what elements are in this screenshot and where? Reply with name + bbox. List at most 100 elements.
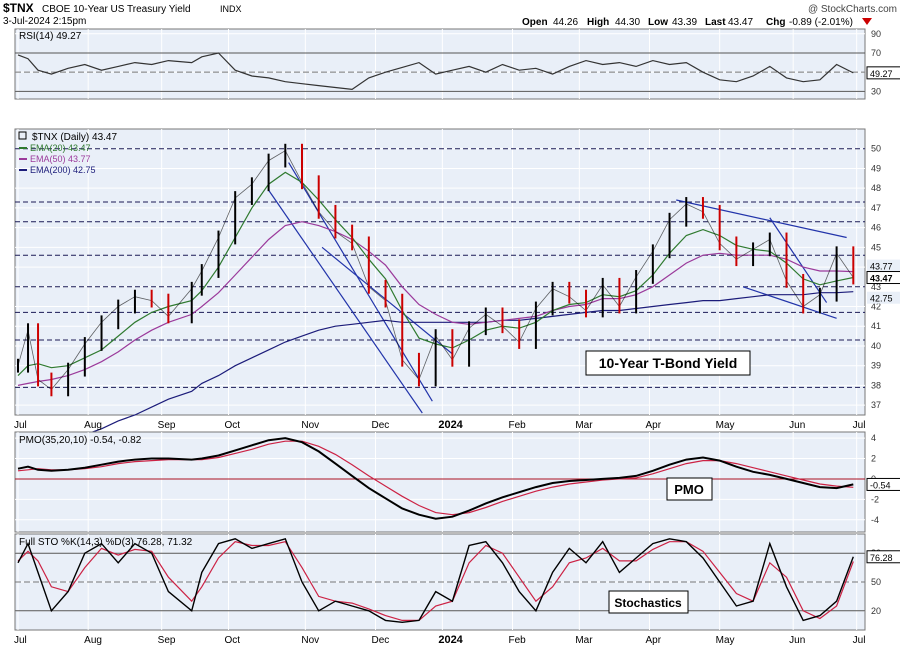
price-ytick: 41 — [871, 321, 881, 331]
trendline — [321, 246, 453, 355]
x-axis-label: Aug — [84, 420, 102, 431]
price-legend: $TNX (Daily) 43.47 EMA(20) 43.47 EMA(50)… — [18, 131, 117, 175]
pmo-ytick: -2 — [871, 494, 879, 504]
price-right-label: 43.47 — [870, 274, 893, 284]
sto-signal-line — [17, 541, 854, 621]
x-axis-label: Mar — [575, 635, 593, 646]
sto-label: Full STO %K(14,3) %D(3) 76.28, 71.32 — [19, 537, 193, 548]
legend-ema20: EMA(20) 43.47 — [30, 143, 91, 153]
x-axis-label: Jun — [789, 420, 805, 431]
legend-ema50: EMA(50) 43.77 — [30, 154, 91, 164]
rsi-last-value: 49.27 — [870, 69, 893, 79]
sto-panel: 80502076.28 Full STO %K(14,3) %D(3) 76.2… — [14, 533, 900, 631]
x-axis-label: Aug — [84, 635, 102, 646]
pmo-signal-line — [17, 440, 854, 516]
ema20-line — [17, 171, 854, 377]
pmo-ytick: 2 — [871, 454, 876, 464]
x-axis-label: Dec — [372, 635, 390, 646]
price-ytick: 37 — [871, 400, 881, 410]
watermark: @ StockCharts.com — [808, 4, 897, 15]
rsi-label: RSI(14) 49.27 — [19, 31, 82, 42]
symbol: $TNX — [3, 1, 34, 15]
pmo-panel: 420-2-4-0.54 PMO(35,20,10) -0.54, -0.82 … — [14, 431, 900, 533]
open-label: Open — [522, 17, 548, 28]
sto-main-line — [17, 537, 854, 624]
price-right-label: 43.77 — [870, 262, 893, 272]
price-ytick: 47 — [871, 203, 881, 213]
chg-label: Chg — [766, 17, 785, 28]
price-ytick: 39 — [871, 361, 881, 371]
x-axis-label: Feb — [509, 635, 527, 646]
price-ytick: 46 — [871, 223, 881, 233]
ema200-line — [17, 291, 854, 461]
chg-value: -0.89 (-2.01%) — [789, 17, 853, 28]
price-ytick: 43 — [871, 282, 881, 292]
sto-ytick: 20 — [871, 606, 881, 616]
rsi-last-tag — [866, 66, 900, 80]
last-label: Last — [705, 17, 726, 28]
x-axis-label: Jun — [789, 635, 805, 646]
x-axis-label: Jul — [853, 420, 866, 431]
legend-price-swatch — [18, 131, 27, 140]
price-ytick: 48 — [871, 183, 881, 193]
trendline — [268, 189, 423, 414]
sto-last-tag — [866, 550, 900, 564]
x-axis-label: Apr — [646, 635, 662, 646]
chart-header: $TNX CBOE 10-Year US Treasury Yield INDX… — [3, 1, 897, 28]
sto-last-value: 76.28 — [870, 553, 893, 563]
high-label: High — [587, 17, 609, 28]
trendline — [288, 162, 433, 402]
price-right-tag — [866, 271, 900, 285]
price-ytick: 50 — [871, 144, 881, 154]
legend-ema200: EMA(200) 42.75 — [30, 165, 96, 175]
low-value: 43.39 — [672, 17, 697, 28]
x-axis-label: Jul — [14, 635, 27, 646]
price-ytick: 40 — [871, 341, 881, 351]
x-axis-label: Mar — [575, 420, 593, 431]
x-axis-label: Nov — [301, 635, 319, 646]
down-arrow-icon — [862, 18, 872, 25]
x-axis-label: Dec — [372, 420, 390, 431]
rsi-plot-area — [14, 28, 866, 100]
price-ytick: 42 — [871, 302, 881, 312]
x-axis-label: Nov — [301, 420, 319, 431]
rsi-panel: 9070503049.27 RSI(14) 49.27 — [14, 28, 900, 100]
price-close-line — [17, 150, 854, 390]
x-axis-label: Sep — [158, 420, 176, 431]
x-axis-label: 2024 — [438, 419, 463, 431]
low-label: Low — [648, 17, 668, 28]
pmo-annotation: PMO — [674, 482, 704, 497]
price-right-label: 42.75 — [870, 294, 893, 304]
x-axis-price: Jul Aug Sep Oct Nov Dec 2024 Feb Mar Apr May Jun Jul — [14, 419, 865, 431]
last-value: 43.47 — [728, 17, 753, 28]
price-annotation: 10-Year T-Bond Yield — [599, 355, 738, 371]
datetime: 3-Jul-2024 2:15pm — [3, 16, 86, 27]
x-axis-label: 2024 — [438, 634, 463, 646]
trendline — [676, 199, 847, 239]
sto-annotation-box: Stochastics — [608, 590, 689, 614]
x-axis-label: May — [716, 635, 735, 646]
open-value: 44.26 — [553, 17, 578, 28]
x-axis-label: Feb — [509, 420, 527, 431]
price-ytick: 38 — [871, 380, 881, 390]
sto-annotation: Stochastics — [614, 596, 682, 610]
x-axis-label: Oct — [225, 635, 241, 646]
legend-price: $TNX (Daily) 43.47 — [32, 132, 117, 143]
trendline — [769, 217, 828, 303]
rsi-ytick: 90 — [871, 29, 881, 39]
x-axis-label: May — [716, 420, 735, 431]
x-axis-label: Jul — [14, 420, 27, 431]
exchange: INDX — [220, 4, 242, 14]
ema50-line — [17, 221, 854, 386]
pmo-last-value: -0.54 — [870, 480, 891, 490]
price-ytick: 49 — [871, 163, 881, 173]
rsi-ytick: 30 — [871, 86, 881, 96]
x-axis-label: Oct — [225, 420, 241, 431]
high-value: 44.30 — [615, 17, 640, 28]
price-ytick: 45 — [871, 242, 881, 252]
rsi-line — [17, 52, 854, 91]
sto-ytick: 50 — [871, 577, 881, 587]
pmo-last-tag — [866, 477, 900, 491]
instrument-name: CBOE 10-Year US Treasury Yield — [42, 4, 191, 15]
